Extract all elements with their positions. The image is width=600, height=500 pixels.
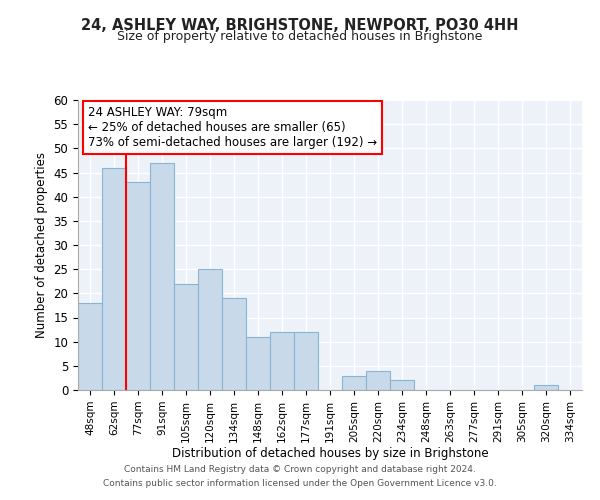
- Bar: [270, 332, 294, 390]
- Bar: [294, 332, 318, 390]
- Bar: [366, 370, 390, 390]
- Text: Size of property relative to detached houses in Brighstone: Size of property relative to detached ho…: [118, 30, 482, 43]
- Bar: [390, 380, 414, 390]
- Bar: [150, 163, 174, 390]
- Bar: [246, 337, 270, 390]
- Y-axis label: Number of detached properties: Number of detached properties: [35, 152, 48, 338]
- Bar: [78, 303, 102, 390]
- X-axis label: Distribution of detached houses by size in Brighstone: Distribution of detached houses by size …: [172, 448, 488, 460]
- Text: 24 ASHLEY WAY: 79sqm
← 25% of detached houses are smaller (65)
73% of semi-detac: 24 ASHLEY WAY: 79sqm ← 25% of detached h…: [88, 106, 377, 149]
- Bar: [198, 269, 222, 390]
- Bar: [126, 182, 150, 390]
- Bar: [102, 168, 126, 390]
- Bar: [534, 385, 558, 390]
- Bar: [342, 376, 366, 390]
- Bar: [174, 284, 198, 390]
- Text: Contains HM Land Registry data © Crown copyright and database right 2024.
Contai: Contains HM Land Registry data © Crown c…: [103, 466, 497, 487]
- Text: 24, ASHLEY WAY, BRIGHSTONE, NEWPORT, PO30 4HH: 24, ASHLEY WAY, BRIGHSTONE, NEWPORT, PO3…: [81, 18, 519, 32]
- Bar: [222, 298, 246, 390]
